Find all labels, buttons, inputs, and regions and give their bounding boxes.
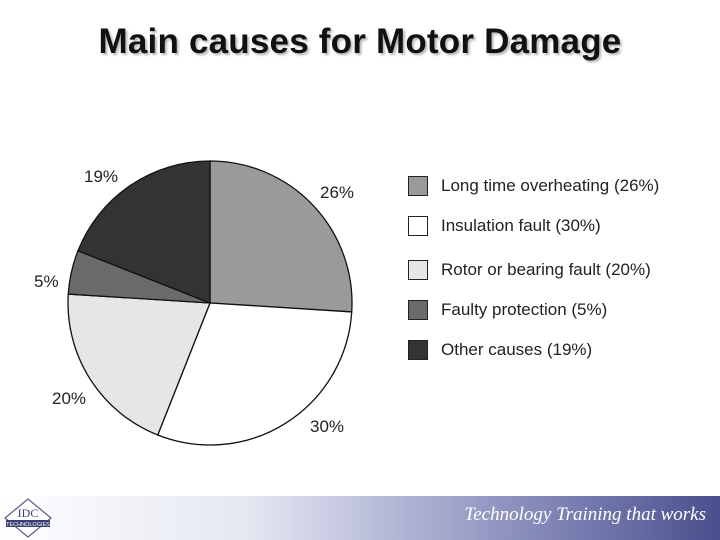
- slice-percent-label: 26%: [320, 183, 354, 202]
- footer-tagline: Technology Training that works: [464, 504, 706, 525]
- idc-logo: IDC TECHNOLOGIES: [4, 498, 52, 538]
- legend-label: Insulation fault (30%): [441, 216, 601, 235]
- logo-subtext: TECHNOLOGIES: [6, 522, 50, 528]
- slice-percent-label: 5%: [34, 272, 59, 291]
- legend-item: Faulty protection (5%): [408, 298, 708, 322]
- legend-swatch: [408, 260, 428, 280]
- pie-chart: 26% 30% 20% 5% 19%: [34, 160, 354, 446]
- slice-percent-label: 20%: [52, 389, 86, 408]
- legend-item: Insulation fault (30%): [408, 214, 708, 238]
- legend-item: Other causes (19%): [408, 338, 708, 362]
- pie-slice: [156, 302, 353, 446]
- legend-item: Rotor or bearing fault (20%): [408, 258, 708, 282]
- legend-swatch: [408, 300, 428, 320]
- legend-swatch: [408, 176, 428, 196]
- legend: Long time overheating (26%) Insulation f…: [408, 174, 708, 378]
- pie-slice: [209, 160, 353, 313]
- legend-label: Long time overheating (26%): [441, 176, 660, 195]
- pie-slice: [67, 293, 211, 436]
- legend-swatch: [408, 340, 428, 360]
- footer-bar: [0, 496, 720, 540]
- legend-swatch: [408, 216, 428, 236]
- logo-text: IDC: [18, 506, 39, 520]
- slice-percent-label: 19%: [84, 167, 118, 186]
- legend-item: Long time overheating (26%): [408, 174, 708, 198]
- pie-slice: [77, 160, 211, 304]
- slice-percent-label: 30%: [310, 417, 344, 436]
- legend-label: Faulty protection (5%): [441, 300, 608, 319]
- legend-label: Rotor or bearing fault (20%): [441, 260, 651, 279]
- page-title: Main causes for Motor Damage: [98, 22, 622, 61]
- legend-label: Other causes (19%): [441, 340, 593, 359]
